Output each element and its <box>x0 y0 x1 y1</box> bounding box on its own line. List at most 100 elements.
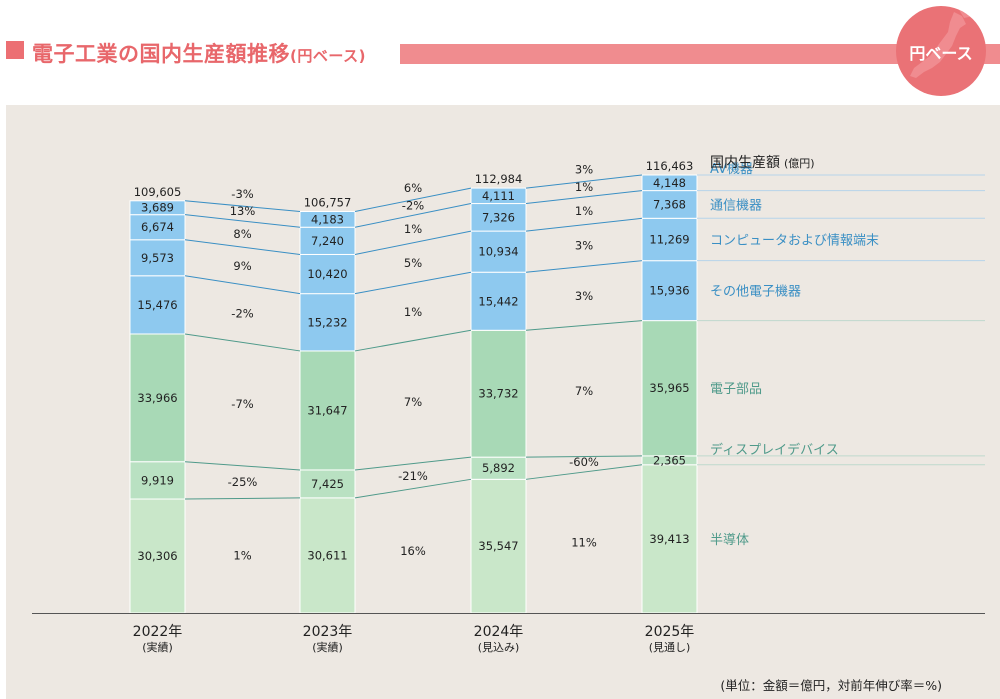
segment-value-label: 10,934 <box>478 245 518 259</box>
bar-segment <box>470 478 527 614</box>
total-growth-rate-label: 3% <box>575 163 593 177</box>
segment-value-label: 39,413 <box>649 532 689 546</box>
segment-value-label: 15,442 <box>478 294 518 308</box>
segment-value-label: 30,611 <box>307 548 347 562</box>
x-tick-label: 2024年 <box>474 624 524 640</box>
legend-series-label: ディスプレイデバイス <box>710 442 839 458</box>
bar-segment <box>470 329 527 458</box>
segment-value-label: 4,111 <box>482 189 515 203</box>
connector-line <box>184 200 301 212</box>
growth-rate-label: -60% <box>569 455 599 469</box>
connector-line <box>354 329 472 352</box>
x-tick-note: (実績) <box>142 640 173 654</box>
segment-value-label: 4,183 <box>311 212 344 226</box>
bar-segment <box>470 203 527 232</box>
bar-segment <box>129 275 186 335</box>
unit-note: (単位：金額＝億円，対前年伸び率＝%) <box>720 678 942 693</box>
segment-value-label: 4,148 <box>653 176 686 190</box>
bar-segment <box>129 214 186 241</box>
growth-rate-label: 7% <box>575 384 593 398</box>
connector-line <box>354 230 472 255</box>
japan-map-icon <box>910 8 974 78</box>
growth-rate-label: 7% <box>404 395 422 409</box>
connector-line <box>184 333 301 352</box>
bar-segment <box>129 333 186 463</box>
bar-segment <box>641 320 698 457</box>
total-growth-rate-label: -3% <box>231 187 253 201</box>
title-band <box>400 44 1000 64</box>
growth-rate-label: -7% <box>231 397 253 411</box>
x-tick-note: (実績) <box>312 640 343 654</box>
connector-line <box>354 478 472 499</box>
growth-rate-label: 9% <box>233 259 251 273</box>
connector-line <box>184 497 301 500</box>
bar-segment <box>299 469 356 499</box>
bar-segment <box>299 226 356 255</box>
yen-basis-badge: 円ベース <box>896 6 986 96</box>
x-tick-note: (見込み) <box>478 641 520 654</box>
growth-rate-label: 1% <box>575 204 593 218</box>
segment-value-label: 9,919 <box>141 473 174 487</box>
connector-line <box>525 464 643 480</box>
segment-value-label: 10,420 <box>307 267 347 281</box>
chart-title: 電子工業の国内生産額推移(円ベース) <box>32 38 366 68</box>
x-tick-label: 2022年 <box>133 624 183 640</box>
segment-value-label: 35,547 <box>478 539 518 553</box>
legend-series-label: 通信機器 <box>710 198 762 213</box>
connector-line <box>525 217 643 232</box>
connector-line <box>525 174 643 189</box>
growth-rate-label: 1% <box>575 180 593 194</box>
connector-line <box>354 187 472 212</box>
legend-series-label: 半導体 <box>710 533 749 548</box>
x-tick-label: 2025年 <box>645 624 695 640</box>
segment-value-label: 15,936 <box>649 284 689 298</box>
bar-segment <box>129 200 186 216</box>
segment-value-label: 15,232 <box>307 315 347 329</box>
growth-rate-label: -21% <box>398 469 428 483</box>
growth-rate-label: 1% <box>404 222 422 236</box>
segment-value-label: 7,425 <box>311 477 344 491</box>
growth-rate-label: 11% <box>571 536 597 550</box>
segment-value-label: 3,689 <box>141 201 174 215</box>
badge-text: 円ベース <box>909 44 973 63</box>
bar-segment <box>641 217 698 262</box>
bar-segment <box>470 187 527 205</box>
bar-segment <box>129 461 186 500</box>
growth-rate-label: -2% <box>231 307 253 321</box>
x-tick-label: 2023年 <box>303 624 353 640</box>
total-value-label: 109,605 <box>134 185 182 199</box>
legend-series-label: その他電子機器 <box>710 285 801 300</box>
bar-segment <box>641 464 698 614</box>
segment-value-label: 7,326 <box>482 210 515 224</box>
title-main: 電子工業の国内生産額推移 <box>32 42 290 66</box>
connector-line <box>184 214 301 228</box>
total-value-label: 106,757 <box>304 195 352 209</box>
connector-line <box>525 190 643 205</box>
growth-rate-label: -25% <box>228 475 258 489</box>
bar-segment <box>299 253 356 295</box>
legend-series-label: コンピュータおよび情報端末 <box>710 233 879 248</box>
growth-rate-label: 3% <box>575 289 593 303</box>
legend-total-label: 国内生産額 (億円) <box>710 155 815 171</box>
total-value-label: 112,984 <box>475 172 523 186</box>
bar-segment <box>299 210 356 228</box>
growth-rate-label: 5% <box>404 256 422 270</box>
bar-segment <box>470 230 527 273</box>
bar-segment <box>470 271 527 331</box>
total-value-label: 116,463 <box>646 159 694 173</box>
growth-rate-label: 1% <box>233 549 251 563</box>
bar-segment <box>299 350 356 471</box>
bar-segment <box>299 293 356 352</box>
connector-line <box>354 271 472 295</box>
total-growth-rate-label: 6% <box>404 181 422 195</box>
segment-value-label: 2,365 <box>653 453 686 467</box>
connector-line <box>525 320 643 331</box>
segment-value-label: 9,573 <box>141 251 174 265</box>
segment-value-label: 15,476 <box>137 298 177 312</box>
connector-line <box>184 275 301 295</box>
connector-line <box>354 456 472 471</box>
growth-rate-label: 1% <box>404 305 422 319</box>
connector-line <box>354 203 472 228</box>
connector-line <box>525 455 643 458</box>
legend-series-label: 電子部品 <box>710 382 762 397</box>
